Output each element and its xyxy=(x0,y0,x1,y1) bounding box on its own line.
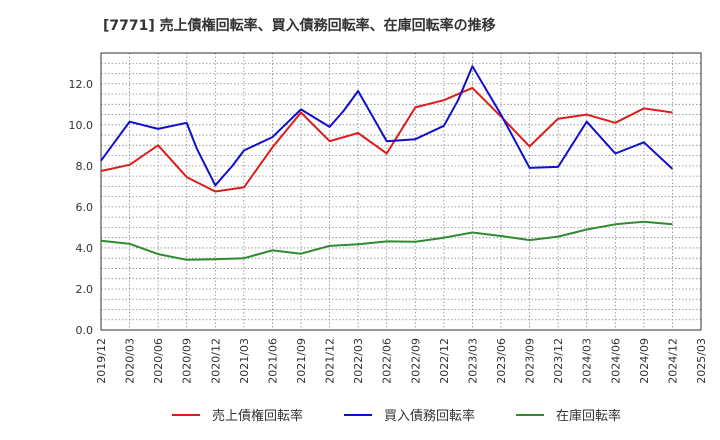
x-tick-label: 2020/03 xyxy=(124,338,137,384)
y-tick-label: 2.0 xyxy=(76,283,94,296)
x-tick-label: 2021/09 xyxy=(295,338,308,384)
y-tick-label: 8.0 xyxy=(76,160,94,173)
y-tick-label: 0.0 xyxy=(76,324,94,337)
x-tick-label: 2023/12 xyxy=(552,338,565,384)
x-tick-label: 2025/03 xyxy=(695,338,708,384)
grid xyxy=(101,53,701,330)
series-lines xyxy=(100,65,674,261)
x-tick-label: 2021/12 xyxy=(324,338,337,384)
legend-label-3: 在庫回転率 xyxy=(556,408,621,424)
x-tick-label: 2022/12 xyxy=(438,338,451,384)
series-line-3 xyxy=(100,220,673,261)
plot-frame xyxy=(100,52,702,331)
x-tick-label: 2024/12 xyxy=(666,338,679,384)
x-tick-label: 2023/09 xyxy=(524,338,537,384)
x-tick-label: 2020/12 xyxy=(209,338,222,384)
legend-label-2: 買入債務回転率 xyxy=(384,408,475,424)
legend: 売上債権回転率 買入債務回転率 在庫回転率 xyxy=(172,408,621,424)
y-tick-label: 4.0 xyxy=(76,242,94,255)
x-tick-label: 2022/06 xyxy=(381,338,394,384)
x-tick-label: 2024/03 xyxy=(581,338,594,384)
y-tick-label: 10.0 xyxy=(69,119,94,132)
x-axis: 2019/12 2020/03 2020/06 2020/09 2020/12 2021/… xyxy=(95,338,708,384)
x-tick-label: 2022/09 xyxy=(409,338,422,384)
y-tick-label: 12.0 xyxy=(69,78,94,91)
y-tick-label: 6.0 xyxy=(76,201,94,214)
x-tick-label: 2024/06 xyxy=(609,338,622,384)
x-tick-label: 2021/06 xyxy=(266,338,279,384)
x-tick-label: 2020/06 xyxy=(152,338,165,384)
y-axis: 0.0 2.0 4.0 6.0 8.0 10.0 12.0 xyxy=(69,78,94,337)
x-tick-label: 2023/06 xyxy=(495,338,508,384)
legend-label-1: 売上債権回転率 xyxy=(212,408,303,424)
x-tick-label: 2024/09 xyxy=(638,338,651,384)
x-tick-label: 2023/03 xyxy=(466,338,479,384)
x-tick-label: 2021/03 xyxy=(238,338,251,384)
x-tick-label: 2022/03 xyxy=(352,338,365,384)
series-line-1 xyxy=(100,86,673,193)
x-tick-label: 2019/12 xyxy=(95,338,108,384)
x-tick-label: 2020/09 xyxy=(181,338,194,384)
series-line-2 xyxy=(100,65,674,187)
chart-title: [7771] 売上債権回転率、買入債務回転率、在庫回転率の推移 xyxy=(103,17,496,34)
